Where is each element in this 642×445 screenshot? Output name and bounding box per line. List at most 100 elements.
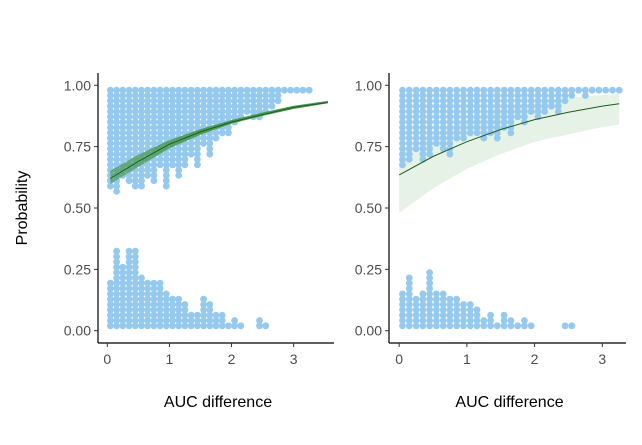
data-point <box>243 102 251 110</box>
data-point <box>156 134 164 142</box>
data-point <box>262 86 270 94</box>
data-point <box>156 124 164 131</box>
data-point <box>113 86 120 94</box>
data-point <box>507 102 515 110</box>
data-point <box>200 317 208 324</box>
data-point <box>426 322 433 330</box>
data-point <box>460 311 467 319</box>
data-point <box>446 306 454 314</box>
data-point <box>138 92 145 99</box>
data-point <box>138 118 145 126</box>
data-point <box>187 311 195 319</box>
data-point <box>107 317 114 324</box>
data-point <box>131 86 139 94</box>
data-point <box>156 279 164 287</box>
data-point <box>405 92 413 99</box>
data-point <box>466 86 474 94</box>
data-point <box>412 311 420 319</box>
data-point <box>156 129 164 137</box>
data-point <box>107 108 114 115</box>
data-point <box>514 102 522 110</box>
data-point <box>460 102 467 110</box>
data-point <box>119 92 127 99</box>
data-point <box>439 306 447 314</box>
data-point <box>119 295 127 303</box>
data-point <box>200 118 208 126</box>
data-point <box>433 92 440 99</box>
data-point <box>399 86 406 94</box>
data-point <box>144 124 152 131</box>
data-point <box>125 129 133 137</box>
data-point <box>426 92 433 99</box>
data-point <box>225 86 232 94</box>
data-point <box>466 118 474 126</box>
data-point <box>473 97 481 105</box>
data-point <box>131 253 139 260</box>
data-point <box>119 145 127 153</box>
data-point <box>399 306 406 314</box>
data-point <box>446 97 454 105</box>
data-point <box>527 322 535 330</box>
data-point <box>433 311 440 319</box>
data-point <box>212 134 220 142</box>
data-point <box>181 311 189 319</box>
data-point <box>187 118 195 126</box>
data-point <box>473 322 481 330</box>
data-point <box>119 285 127 292</box>
data-point <box>162 86 170 94</box>
data-point <box>113 317 120 324</box>
data-point <box>113 295 120 303</box>
data-point <box>541 102 549 110</box>
data-point <box>426 279 433 287</box>
data-point <box>194 86 201 94</box>
data-point <box>237 108 245 115</box>
data-point <box>480 92 488 99</box>
data-point <box>138 279 145 287</box>
data-point <box>426 290 433 298</box>
y-tick-label: 0.00 <box>64 323 91 339</box>
data-point <box>175 86 183 94</box>
data-point <box>150 311 158 319</box>
data-point <box>426 86 433 94</box>
data-point <box>225 108 232 115</box>
data-point <box>131 258 139 266</box>
data-point <box>426 145 433 153</box>
data-point <box>439 97 447 105</box>
data-point <box>150 279 158 287</box>
data-point <box>131 102 139 110</box>
data-point <box>138 113 145 121</box>
data-point <box>507 108 515 115</box>
data-point <box>194 161 201 169</box>
data-point <box>175 322 183 330</box>
data-point <box>194 97 201 105</box>
data-point <box>107 129 114 137</box>
data-point <box>144 102 152 110</box>
data-point <box>119 290 127 298</box>
data-point <box>181 150 189 158</box>
data-point <box>231 97 239 105</box>
data-point <box>405 113 413 121</box>
data-point <box>426 140 433 147</box>
data-point <box>131 134 139 142</box>
data-point <box>113 92 120 99</box>
data-point <box>138 290 145 298</box>
data-point <box>493 92 501 99</box>
data-point <box>107 285 114 292</box>
data-point <box>162 102 170 110</box>
data-point <box>446 140 454 147</box>
data-point <box>493 86 501 94</box>
data-point <box>156 92 164 99</box>
data-point <box>138 134 145 142</box>
y-tick-label: 0.00 <box>355 323 382 339</box>
data-point <box>125 113 133 121</box>
x-tick-label: 0 <box>103 351 111 367</box>
data-point <box>131 108 139 115</box>
data-point <box>405 285 413 292</box>
data-point <box>113 263 120 271</box>
data-point <box>175 97 183 105</box>
data-point <box>125 295 133 303</box>
data-point <box>175 129 183 137</box>
data-point <box>439 102 447 110</box>
data-point <box>419 102 427 110</box>
data-point <box>548 97 555 105</box>
